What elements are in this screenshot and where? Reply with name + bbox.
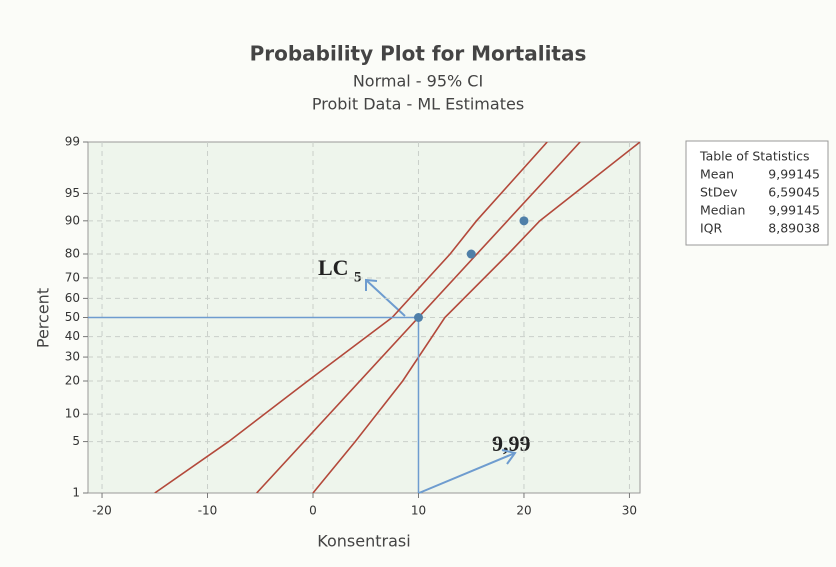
arrowhead <box>365 278 378 291</box>
table-label: StDev <box>700 185 738 200</box>
annotation-arrow <box>418 452 516 494</box>
y-tick-label: 30 <box>65 350 80 364</box>
y-tick-label: 40 <box>65 329 80 343</box>
y-tick-label: 10 <box>65 407 80 421</box>
x-tick-label: 20 <box>516 504 531 518</box>
y-tick-label: 1 <box>72 486 80 500</box>
y-tick-label: 99 <box>65 135 80 149</box>
subtitle: Probit Data - ML Estimates <box>312 95 524 114</box>
x-tick-label: -10 <box>198 504 218 518</box>
subtitle: Normal - 95% CI <box>353 72 483 91</box>
table-title: Table of Statistics <box>699 149 809 164</box>
y-tick-label: 70 <box>65 270 80 284</box>
arrowhead <box>501 449 517 465</box>
y-tick-label: 5 <box>72 434 80 448</box>
y-tick-label: 20 <box>65 373 80 387</box>
annotation-subscript: 5 <box>354 269 362 285</box>
annotation: LC <box>318 255 349 280</box>
x-tick-label: 30 <box>622 504 637 518</box>
y-tick-label: 80 <box>65 247 80 261</box>
y-tick-label: 90 <box>65 213 80 227</box>
table-value: 9,99145 <box>768 203 820 218</box>
x-tick-label: -20 <box>92 504 112 518</box>
y-tick-label: 60 <box>65 291 80 305</box>
chart-title: Probability Plot for Mortalitas <box>250 42 587 66</box>
fit-line <box>312 142 640 493</box>
data-point <box>466 249 476 259</box>
y-axis-label: Percent <box>34 288 53 348</box>
table-value: 8,89038 <box>768 221 820 236</box>
x-tick-label: 0 <box>309 504 317 518</box>
table-label: IQR <box>700 221 723 236</box>
table-label: Mean <box>700 167 734 182</box>
data-point <box>413 313 423 322</box>
x-tick-label: 10 <box>411 504 426 518</box>
table-value: 9,99145 <box>768 167 820 182</box>
y-tick-label: 95 <box>65 186 80 200</box>
table-label: Median <box>700 203 745 218</box>
x-axis-label: Konsentrasi <box>317 532 410 551</box>
data-point <box>519 216 529 226</box>
y-tick-label: 50 <box>65 310 80 324</box>
table-value: 6,59045 <box>768 185 820 200</box>
stats-table <box>685 140 829 246</box>
